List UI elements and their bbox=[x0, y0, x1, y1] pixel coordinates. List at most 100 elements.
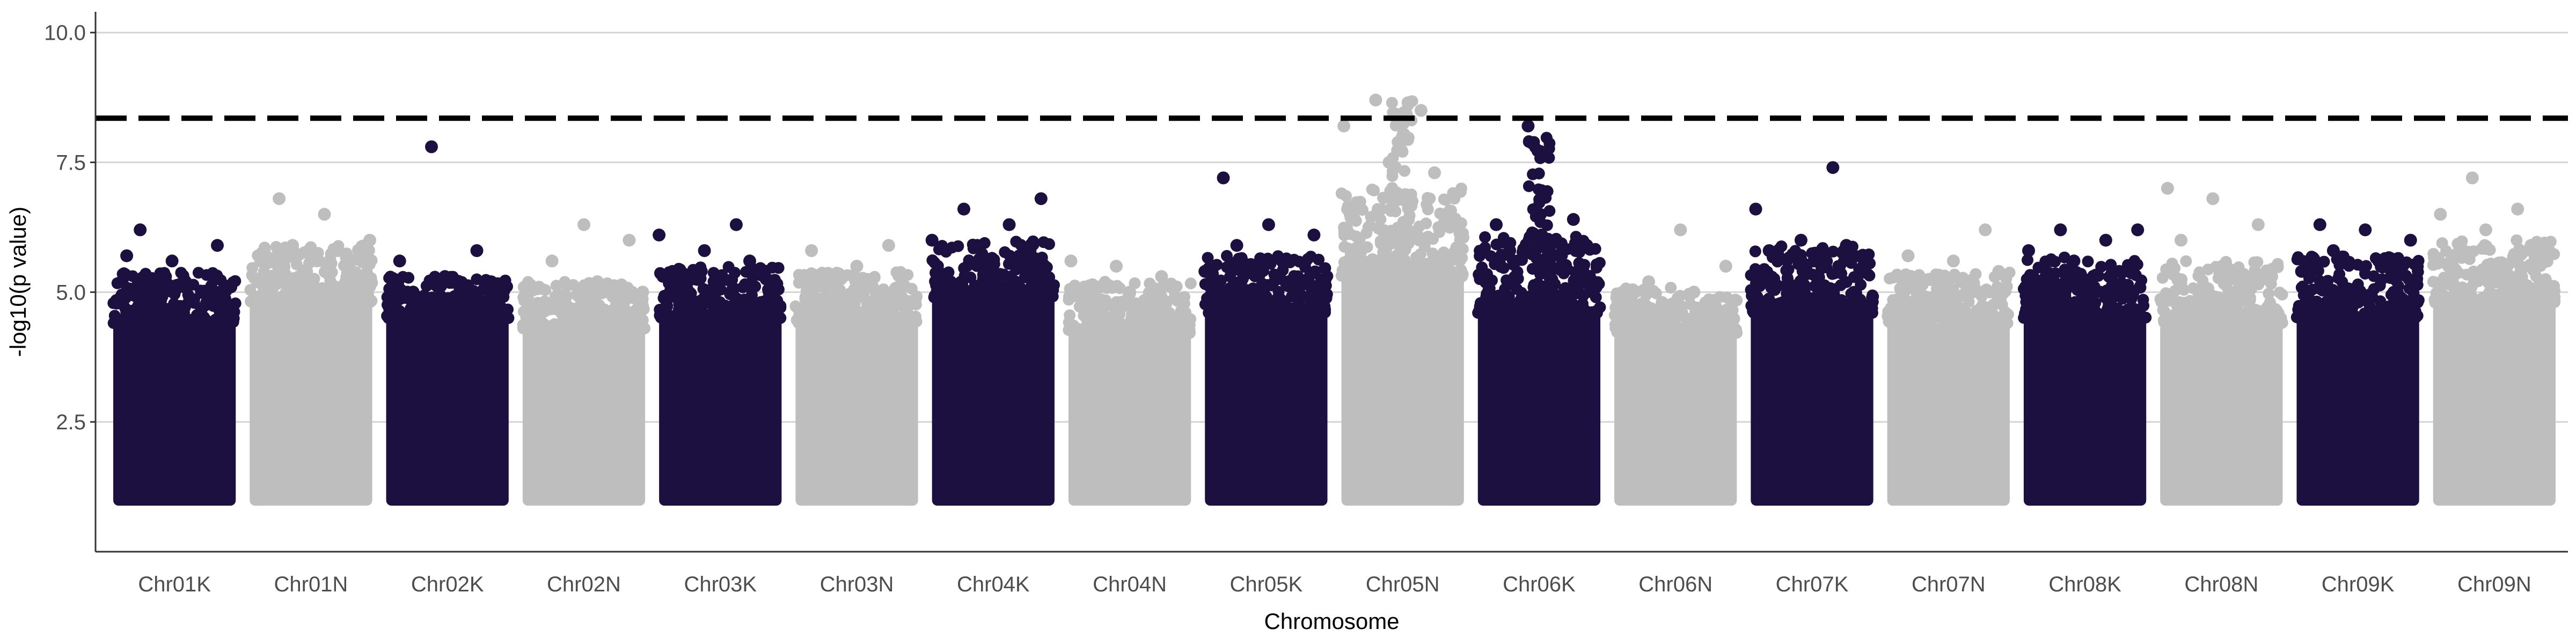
data-point bbox=[1534, 241, 1547, 253]
data-point bbox=[1557, 305, 1570, 317]
data-point bbox=[207, 267, 219, 279]
data-point bbox=[770, 282, 782, 294]
top-hit-point bbox=[363, 233, 376, 247]
data-point bbox=[1949, 268, 1960, 281]
data-point bbox=[1024, 273, 1036, 286]
data-point bbox=[905, 283, 918, 295]
data-point bbox=[989, 275, 1001, 288]
data-point bbox=[655, 311, 667, 324]
data-point bbox=[1350, 230, 1362, 243]
data-point bbox=[2314, 283, 2326, 295]
data-point bbox=[1576, 260, 1588, 272]
data-point bbox=[1906, 302, 1919, 314]
data-point bbox=[1160, 325, 1172, 338]
data-point bbox=[540, 322, 553, 334]
data-point bbox=[1428, 267, 1440, 280]
data-point bbox=[450, 312, 462, 324]
data-point bbox=[111, 277, 123, 289]
data-point bbox=[549, 322, 561, 334]
top-hit-point bbox=[134, 223, 147, 237]
data-point bbox=[1930, 288, 1942, 300]
data-point bbox=[2024, 269, 2036, 281]
data-point bbox=[157, 285, 170, 297]
data-point bbox=[430, 309, 442, 321]
data-point bbox=[1701, 327, 1714, 340]
data-point bbox=[1397, 106, 1410, 119]
top-hit-point bbox=[2161, 181, 2174, 195]
data-point bbox=[1357, 256, 1370, 268]
top-hit-point bbox=[224, 280, 238, 294]
top-hit-point bbox=[2112, 265, 2126, 278]
data-point bbox=[266, 294, 278, 306]
top-hit-point bbox=[2099, 233, 2112, 247]
data-point bbox=[1797, 270, 1810, 283]
data-point bbox=[1866, 291, 1878, 304]
data-point bbox=[1749, 245, 1761, 258]
data-point bbox=[726, 274, 738, 286]
data-point bbox=[1638, 306, 1651, 318]
data-point bbox=[2356, 311, 2368, 324]
top-hit-point bbox=[666, 265, 679, 278]
data-point bbox=[300, 292, 312, 305]
data-point bbox=[769, 303, 781, 316]
point-cloud bbox=[659, 318, 782, 506]
x-tick-label: Chr07K bbox=[1776, 573, 1849, 596]
data-point bbox=[1254, 252, 1267, 265]
data-point bbox=[1445, 204, 1457, 217]
data-point bbox=[271, 241, 283, 254]
data-point bbox=[2318, 255, 2330, 268]
data-point bbox=[2095, 261, 2107, 273]
data-point bbox=[1320, 280, 1332, 292]
data-point bbox=[1410, 251, 1422, 264]
data-point bbox=[2440, 258, 2452, 270]
point-cloud bbox=[2023, 318, 2147, 506]
point-cloud bbox=[386, 318, 509, 506]
data-point bbox=[1022, 288, 1034, 300]
data-point bbox=[1751, 290, 1763, 303]
top-hit-point bbox=[957, 202, 970, 216]
x-tick-label: Chr08N bbox=[2184, 573, 2258, 596]
data-point bbox=[1750, 277, 1762, 289]
top-hit-point bbox=[1369, 93, 1382, 107]
chromosome-points-chr05n bbox=[1335, 95, 1469, 506]
data-point bbox=[1366, 184, 1378, 196]
data-point bbox=[1543, 142, 1555, 155]
data-point bbox=[2508, 248, 2520, 260]
top-hit-point bbox=[286, 239, 299, 252]
data-point bbox=[2412, 260, 2424, 273]
data-point bbox=[2428, 257, 2441, 269]
y-tick-label: 10.0 bbox=[44, 21, 86, 45]
top-hit-point bbox=[577, 218, 590, 231]
chromosome-points-chr09k bbox=[2290, 250, 2425, 506]
top-hit-point bbox=[729, 218, 743, 231]
top-hit-point bbox=[2251, 218, 2265, 231]
top-hit-point bbox=[1078, 280, 1091, 294]
data-point bbox=[477, 298, 489, 311]
data-point bbox=[1838, 255, 1850, 267]
data-point bbox=[122, 317, 135, 330]
data-point bbox=[188, 297, 200, 309]
top-hit-point bbox=[211, 239, 224, 252]
data-point bbox=[1015, 239, 1027, 251]
data-point bbox=[2058, 251, 2070, 264]
top-hit-point bbox=[1217, 171, 1230, 185]
data-point bbox=[1906, 276, 1919, 288]
data-point bbox=[620, 305, 633, 317]
x-tick-label: Chr09N bbox=[2457, 573, 2531, 596]
data-point bbox=[2248, 256, 2260, 268]
data-point bbox=[2403, 274, 2415, 286]
point-cloud bbox=[1341, 276, 1464, 506]
data-point bbox=[725, 312, 737, 324]
data-point bbox=[2300, 296, 2312, 309]
chromosome-points-chr02n bbox=[517, 276, 651, 506]
data-point bbox=[1523, 180, 1535, 192]
data-point bbox=[799, 291, 811, 303]
data-point bbox=[2304, 284, 2317, 297]
data-point bbox=[290, 258, 303, 270]
data-point bbox=[1199, 278, 1211, 290]
data-point bbox=[1700, 313, 1712, 326]
data-point bbox=[1204, 306, 1216, 318]
data-point bbox=[1069, 290, 1081, 302]
data-point bbox=[1897, 276, 1908, 288]
data-point bbox=[2104, 289, 2116, 302]
